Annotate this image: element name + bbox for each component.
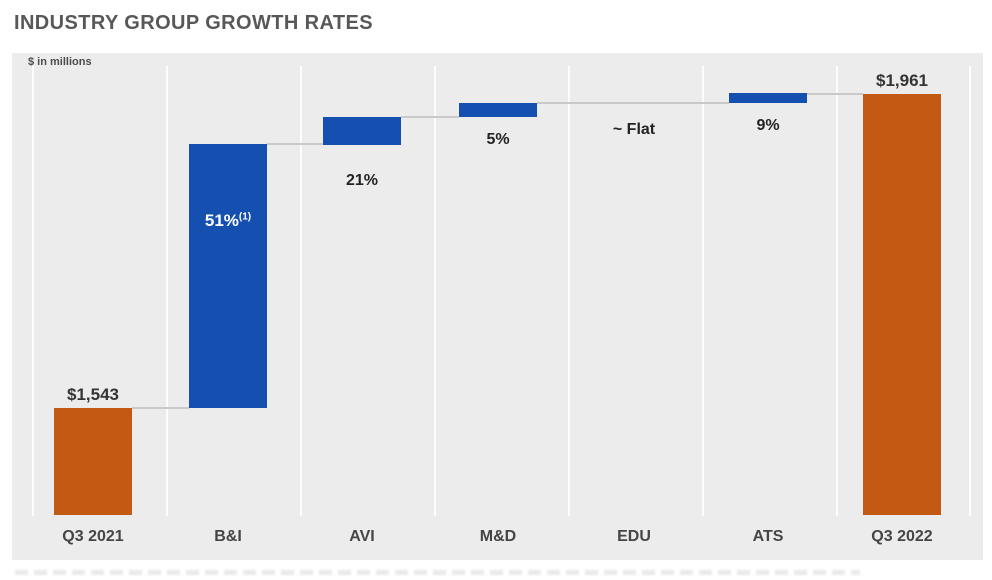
column-gridline bbox=[166, 66, 168, 516]
axis-label-edu: EDU bbox=[617, 528, 651, 545]
waterfall-connector-line bbox=[267, 143, 323, 145]
axis-label-avi: AVI bbox=[349, 528, 375, 545]
waterfall-connector-line bbox=[401, 116, 459, 118]
axis-units-label: $ in millions bbox=[28, 56, 92, 68]
bar-b-i bbox=[189, 144, 267, 408]
axis-label-m-d: M&D bbox=[479, 528, 517, 545]
value-label-q3-2022: $1,961 bbox=[876, 71, 928, 90]
growth-label-edu: ~ Flat bbox=[612, 121, 656, 138]
column-gridline bbox=[702, 66, 704, 516]
chart-title: INDUSTRY GROUP GROWTH RATES bbox=[14, 12, 373, 34]
axis-label-b-i: B&I bbox=[214, 528, 242, 545]
value-label-q3-2021: $1,543 bbox=[67, 385, 119, 404]
axis-label-ats: ATS bbox=[752, 528, 784, 545]
growth-label-m-d: 5% bbox=[486, 131, 510, 148]
footnote-marker: (1) bbox=[238, 211, 252, 223]
footnote-cutoff-text bbox=[15, 570, 860, 575]
bar-q3-2022 bbox=[863, 94, 941, 515]
growth-label-b-i: 51%(1) bbox=[204, 211, 252, 230]
column-gridline bbox=[32, 66, 34, 516]
bar-ats bbox=[729, 93, 807, 103]
waterfall-connector-line bbox=[132, 407, 189, 409]
growth-label-ats: 9% bbox=[756, 117, 780, 134]
waterfall-connector-line bbox=[537, 102, 729, 104]
column-gridline bbox=[300, 66, 302, 516]
bar-m-d bbox=[459, 103, 537, 117]
growth-label-avi: 21% bbox=[345, 172, 379, 189]
column-gridline bbox=[969, 66, 971, 516]
column-gridline bbox=[568, 66, 570, 516]
axis-label-q3-2022: Q3 2022 bbox=[871, 528, 933, 545]
bar-q3-2021 bbox=[54, 408, 132, 515]
plot-area: $ in millions $1,543 Q3 2021 51%(1) B&I 21% A… bbox=[12, 53, 983, 560]
column-gridline bbox=[836, 66, 838, 516]
axis-label-q3-2021: Q3 2021 bbox=[62, 528, 124, 545]
waterfall-connector-line bbox=[807, 93, 863, 95]
bar-avi bbox=[323, 117, 401, 145]
column-gridline bbox=[434, 66, 436, 516]
